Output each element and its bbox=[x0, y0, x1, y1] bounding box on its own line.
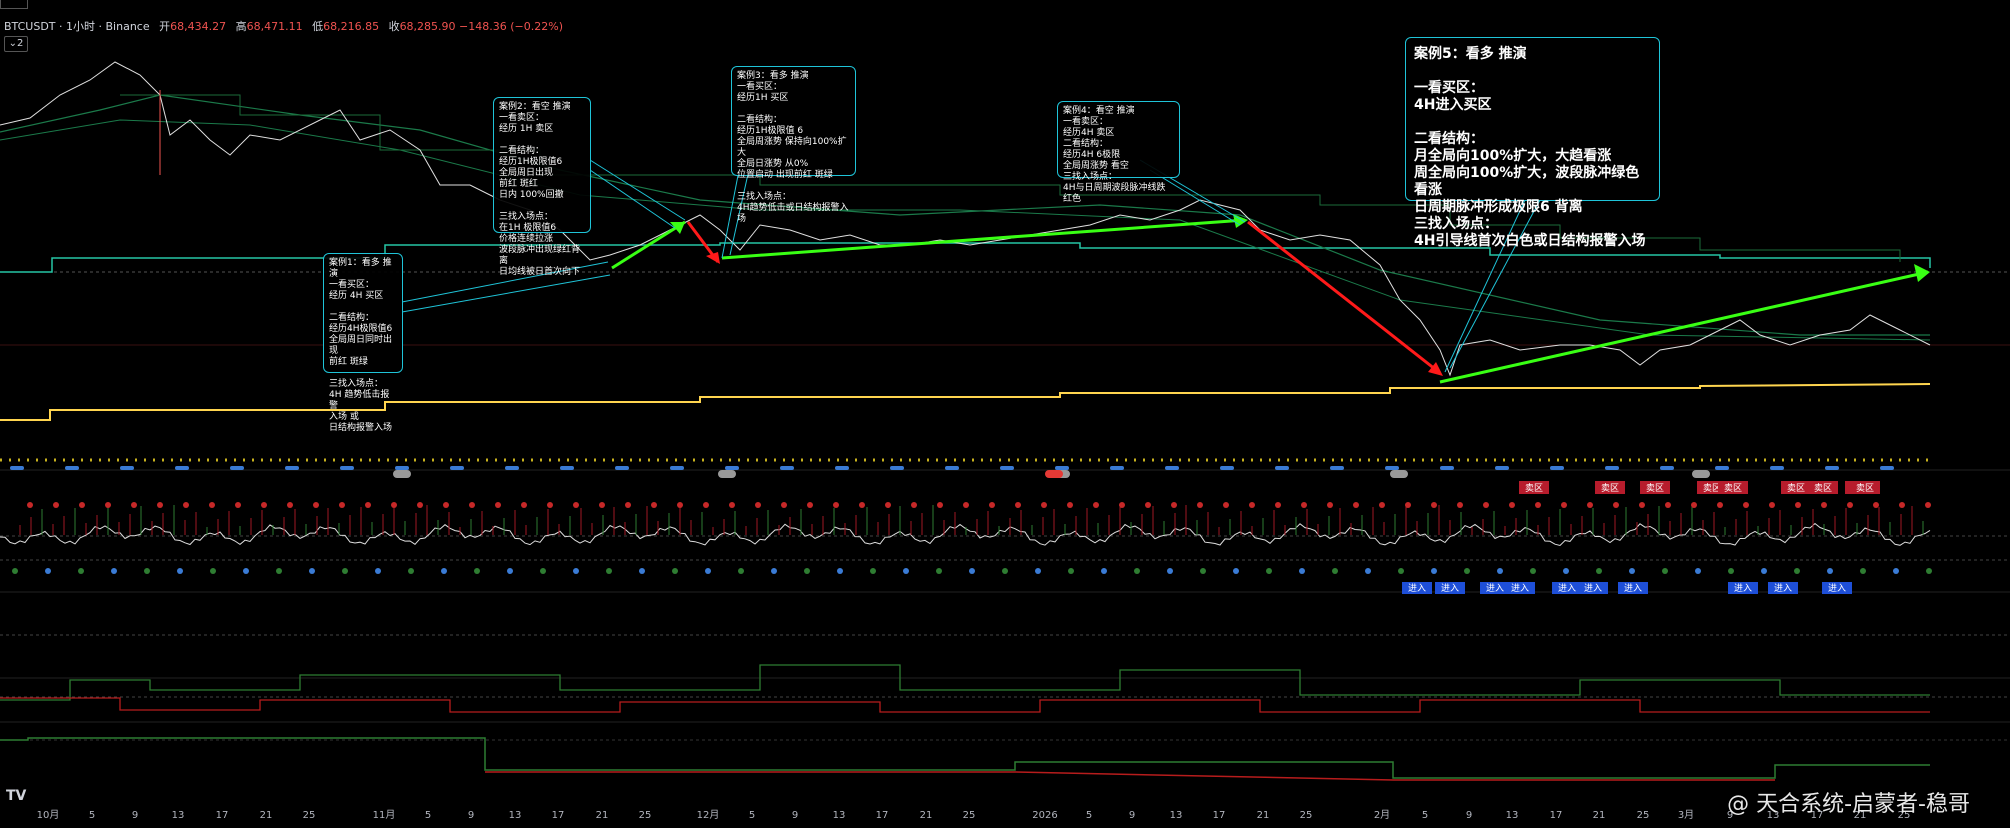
svg-text:卖区: 卖区 bbox=[1525, 483, 1543, 494]
x-axis-label: 13 bbox=[509, 810, 522, 821]
svg-text:进入: 进入 bbox=[1511, 583, 1529, 594]
buy-zone-tag: 进入 bbox=[1435, 582, 1465, 594]
x-axis-label: 5 bbox=[1086, 810, 1092, 821]
svg-text:卖区: 卖区 bbox=[1601, 483, 1619, 494]
buy-zone-tag: 进入 bbox=[1578, 582, 1608, 594]
x-axis-label: 21 bbox=[920, 810, 933, 821]
sell-zone-tag: 卖区 bbox=[1850, 481, 1880, 494]
svg-text:进入: 进入 bbox=[1408, 583, 1426, 594]
note-case1: 案例1：看多 推演 一看买区： 经历 4H 买区 二看结构： 经历4H极限值6 … bbox=[323, 253, 403, 433]
x-axis-label: 9 bbox=[468, 810, 474, 821]
x-axis-label: 25 bbox=[1898, 810, 1911, 821]
low-value: 68,216.85 bbox=[323, 20, 380, 33]
watermark-text: @ 天合系统-启蒙者-稳哥 bbox=[1727, 792, 1970, 817]
sell-zone-tag: 卖区 bbox=[1781, 481, 1811, 494]
x-axis-label: 17 bbox=[1213, 810, 1226, 821]
buy-zone-tag: 进入 bbox=[1822, 582, 1852, 594]
x-axis-label: 25 bbox=[303, 810, 316, 821]
high-value: 68,471.11 bbox=[246, 20, 303, 33]
x-axis-label: 13 bbox=[833, 810, 846, 821]
x-axis-label: 25 bbox=[1637, 810, 1650, 821]
symbol-header: BTCUSDT · 1小时 · Binance 开68,434.27 高68,4… bbox=[4, 20, 563, 33]
tradingview-logo[interactable]: TV bbox=[6, 788, 27, 804]
open-value: 68,434.27 bbox=[170, 20, 227, 33]
symbol-title[interactable]: BTCUSDT · 1小时 · Binance bbox=[4, 20, 150, 33]
x-axis-label: 5 bbox=[749, 810, 755, 821]
x-axis-label: 21 bbox=[260, 810, 273, 821]
buy-zone-tag: 进入 bbox=[1552, 582, 1582, 594]
note-case3: 案例3：看多 推演 一看买区： 经历1H 买区 二看结构： 经历1H极限值 6 … bbox=[731, 66, 856, 224]
svg-text:卖区: 卖区 bbox=[1724, 483, 1742, 494]
buy-zone-tag: 进入 bbox=[1480, 582, 1510, 594]
svg-text:进入: 进入 bbox=[1774, 583, 1792, 594]
x-axis-label: 13 bbox=[1506, 810, 1519, 821]
buy-zone-tag: 进入 bbox=[1728, 582, 1758, 594]
x-axis-label: 5 bbox=[425, 810, 431, 821]
x-axis-label: 21 bbox=[1854, 810, 1867, 821]
sell-zone-tag: 卖区 bbox=[1718, 481, 1748, 494]
svg-text:进入: 进入 bbox=[1486, 583, 1504, 594]
resistance-step-line bbox=[0, 242, 1931, 273]
x-axis-label: 9 bbox=[1466, 810, 1472, 821]
x-axis-label: 21 bbox=[1593, 810, 1606, 821]
x-axis-label: 17 bbox=[876, 810, 889, 821]
x-axis-label: 2026 bbox=[1032, 810, 1057, 821]
x-axis-label: 21 bbox=[1257, 810, 1270, 821]
x-axis-label: 2月 bbox=[1374, 809, 1390, 821]
x-axis-label: 10月 bbox=[37, 809, 60, 821]
sell-zone-tag: 卖区 bbox=[1808, 481, 1838, 494]
sell-zone-tag: 卖区 bbox=[1595, 481, 1625, 494]
sell-zone-tag: 卖区 bbox=[1640, 481, 1670, 494]
x-axis-label: 13 bbox=[1767, 810, 1780, 821]
change-value: −148.36 (−0.22%) bbox=[459, 20, 563, 33]
svg-text:进入: 进入 bbox=[1624, 583, 1642, 594]
buy-zone-tag: 进入 bbox=[1505, 582, 1535, 594]
x-axis-label: 17 bbox=[552, 810, 565, 821]
x-axis-label: 5 bbox=[89, 810, 95, 821]
buy-zone-tag: 进入 bbox=[1768, 582, 1798, 594]
note-case5: 案例5：看多 推演 一看买区： 4H进入买区 二看结构： 月全局向100%扩大，… bbox=[1405, 37, 1660, 249]
x-axis-label: 17 bbox=[216, 810, 229, 821]
note-case2: 案例2：看空 推演 一看卖区： 经历 1H 卖区 二看结构： 经历1H极限值6 … bbox=[493, 97, 591, 277]
x-axis-label: 5 bbox=[1422, 810, 1428, 821]
price-line bbox=[0, 61, 1931, 377]
x-axis-label: 12月 bbox=[697, 809, 720, 821]
svg-text:进入: 进入 bbox=[1734, 583, 1752, 594]
svg-text:卖区: 卖区 bbox=[1703, 483, 1721, 494]
x-axis-label: 9 bbox=[792, 810, 798, 821]
x-axis-label: 17 bbox=[1550, 810, 1563, 821]
x-axis-label: 11月 bbox=[373, 809, 396, 821]
svg-text:进入: 进入 bbox=[1558, 583, 1576, 594]
buy-zone-tag: 进入 bbox=[1402, 582, 1432, 594]
x-axis-label: 25 bbox=[639, 810, 652, 821]
svg-text:卖区: 卖区 bbox=[1814, 483, 1832, 494]
x-axis-label: 9 bbox=[132, 810, 138, 821]
svg-text:卖区: 卖区 bbox=[1787, 483, 1805, 494]
note-case4: 案例4：看空 推演 一看卖区： 经历4H 卖区 二看结构： 经历4H 6极限 全… bbox=[1057, 101, 1180, 204]
x-axis-label: 9 bbox=[1129, 810, 1135, 821]
window-tab-button[interactable] bbox=[0, 0, 28, 9]
x-axis-label: 13 bbox=[172, 810, 185, 821]
x-axis-label: 25 bbox=[1300, 810, 1313, 821]
x-axis-label: 13 bbox=[1170, 810, 1183, 821]
svg-text:卖区: 卖区 bbox=[1646, 483, 1664, 494]
x-axis-label: 3月 bbox=[1678, 809, 1694, 821]
svg-text:进入: 进入 bbox=[1828, 583, 1846, 594]
svg-text:进入: 进入 bbox=[1584, 583, 1602, 594]
support-step-line bbox=[0, 383, 1931, 421]
x-axis-label: 9 bbox=[1727, 810, 1733, 821]
indicator-collapse-button[interactable]: ⌄2 bbox=[4, 36, 28, 52]
x-axis-label: 21 bbox=[596, 810, 609, 821]
buy-zone-tag: 进入 bbox=[1618, 582, 1648, 594]
x-axis-label: 25 bbox=[963, 810, 976, 821]
svg-text:进入: 进入 bbox=[1441, 583, 1459, 594]
x-axis-label: 17 bbox=[1811, 810, 1824, 821]
close-value: 68,285.90 bbox=[399, 20, 456, 33]
svg-text:卖区: 卖区 bbox=[1856, 483, 1874, 494]
sell-zone-tag: 卖区 bbox=[1519, 481, 1549, 494]
